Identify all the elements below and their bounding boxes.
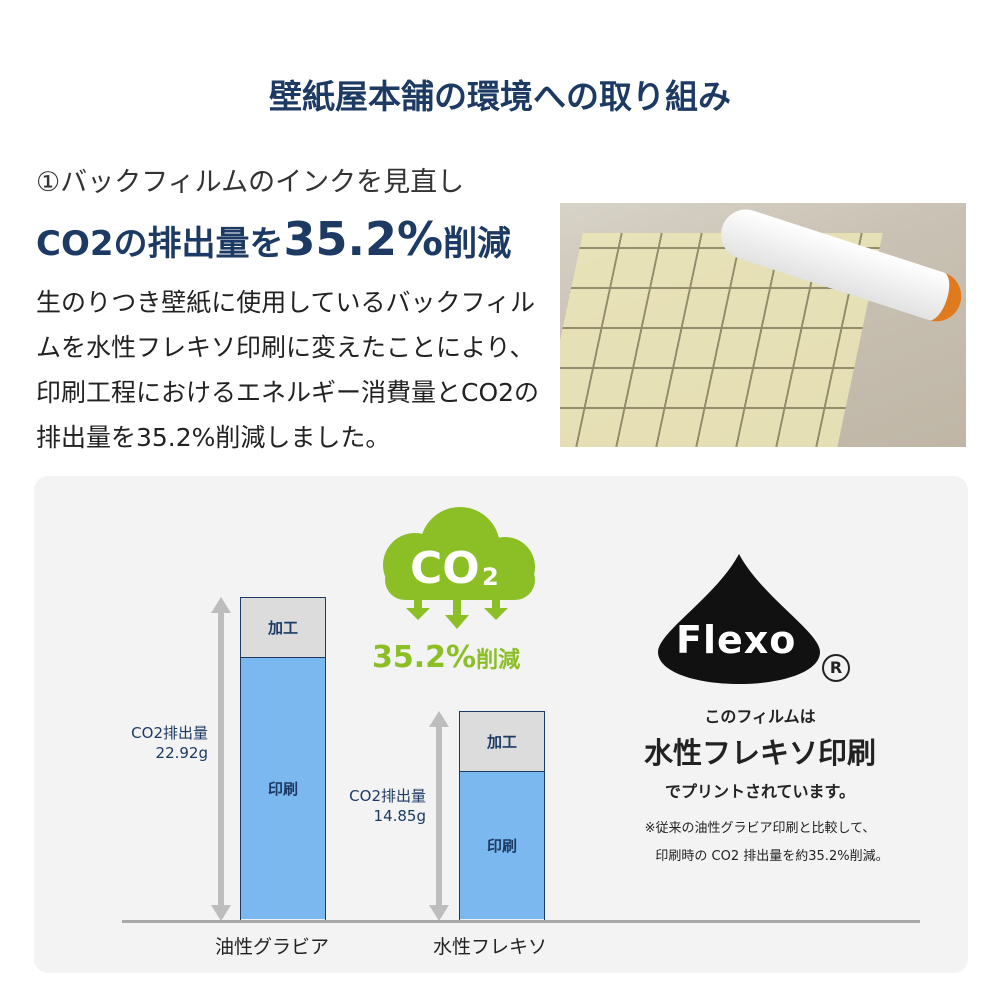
registered-mark: R xyxy=(822,654,850,682)
bar-value-label: CO2排出量 14.85g xyxy=(349,786,426,825)
category-label: 油性グラビア xyxy=(214,936,329,958)
headline-pre: CO2の排出量を xyxy=(36,224,284,264)
height-arrow-icon xyxy=(211,597,231,921)
reduction-value: 35.2% xyxy=(372,640,477,675)
bar-segment-process: 加工 xyxy=(460,712,544,773)
flexo-note2: 印刷時の CO2 排出量を約35.2%削減。 xyxy=(655,849,889,864)
chart-baseline xyxy=(122,920,920,923)
bar-segment-process: 加工 xyxy=(241,598,325,658)
flexo-logo-text: Flexo xyxy=(676,618,797,662)
bar-value-label: CO2排出量 22.92g xyxy=(131,723,208,762)
bar-segment-print: 印刷 xyxy=(460,772,544,919)
section-headline: CO2の排出量を35.2%削減 xyxy=(36,212,511,266)
reduction-label: 35.2%削減 xyxy=(372,640,520,675)
co2-cloud-icon: CO 2 xyxy=(383,507,535,629)
flexo-note1: ※従来の油性グラビア印刷と比較して、 xyxy=(644,821,876,836)
stacked-bar: 加工 印刷 xyxy=(240,597,326,921)
flexo-line2: 水性フレキソ印刷 xyxy=(643,736,876,770)
flexo-drop-icon xyxy=(658,554,820,684)
headline-post: 削減 xyxy=(443,224,512,264)
section-subtitle: ①バックフィルムのインクを見直し xyxy=(36,167,465,198)
height-arrow-icon xyxy=(429,711,449,921)
stacked-bar: 加工 印刷 xyxy=(459,711,545,921)
flexo-line3: でプリントされています。 xyxy=(665,782,855,801)
flexo-line1: このフィルムは xyxy=(704,707,816,726)
bar-segment-print: 印刷 xyxy=(241,658,325,919)
cloud-sub: 2 xyxy=(482,563,499,591)
section-body: 生のりつき壁紙に使用しているバックフィルムを水性フレキソ印刷に変えたことにより、… xyxy=(36,288,540,452)
page-title: 壁紙屋本舗の環境への取り組み xyxy=(269,77,731,116)
headline-value: 35.2% xyxy=(283,212,444,266)
category-label: 水性フレキソ xyxy=(432,936,547,958)
cloud-label: CO xyxy=(410,543,480,594)
product-photo xyxy=(560,203,966,447)
reduction-suffix: 削減 xyxy=(476,648,521,673)
